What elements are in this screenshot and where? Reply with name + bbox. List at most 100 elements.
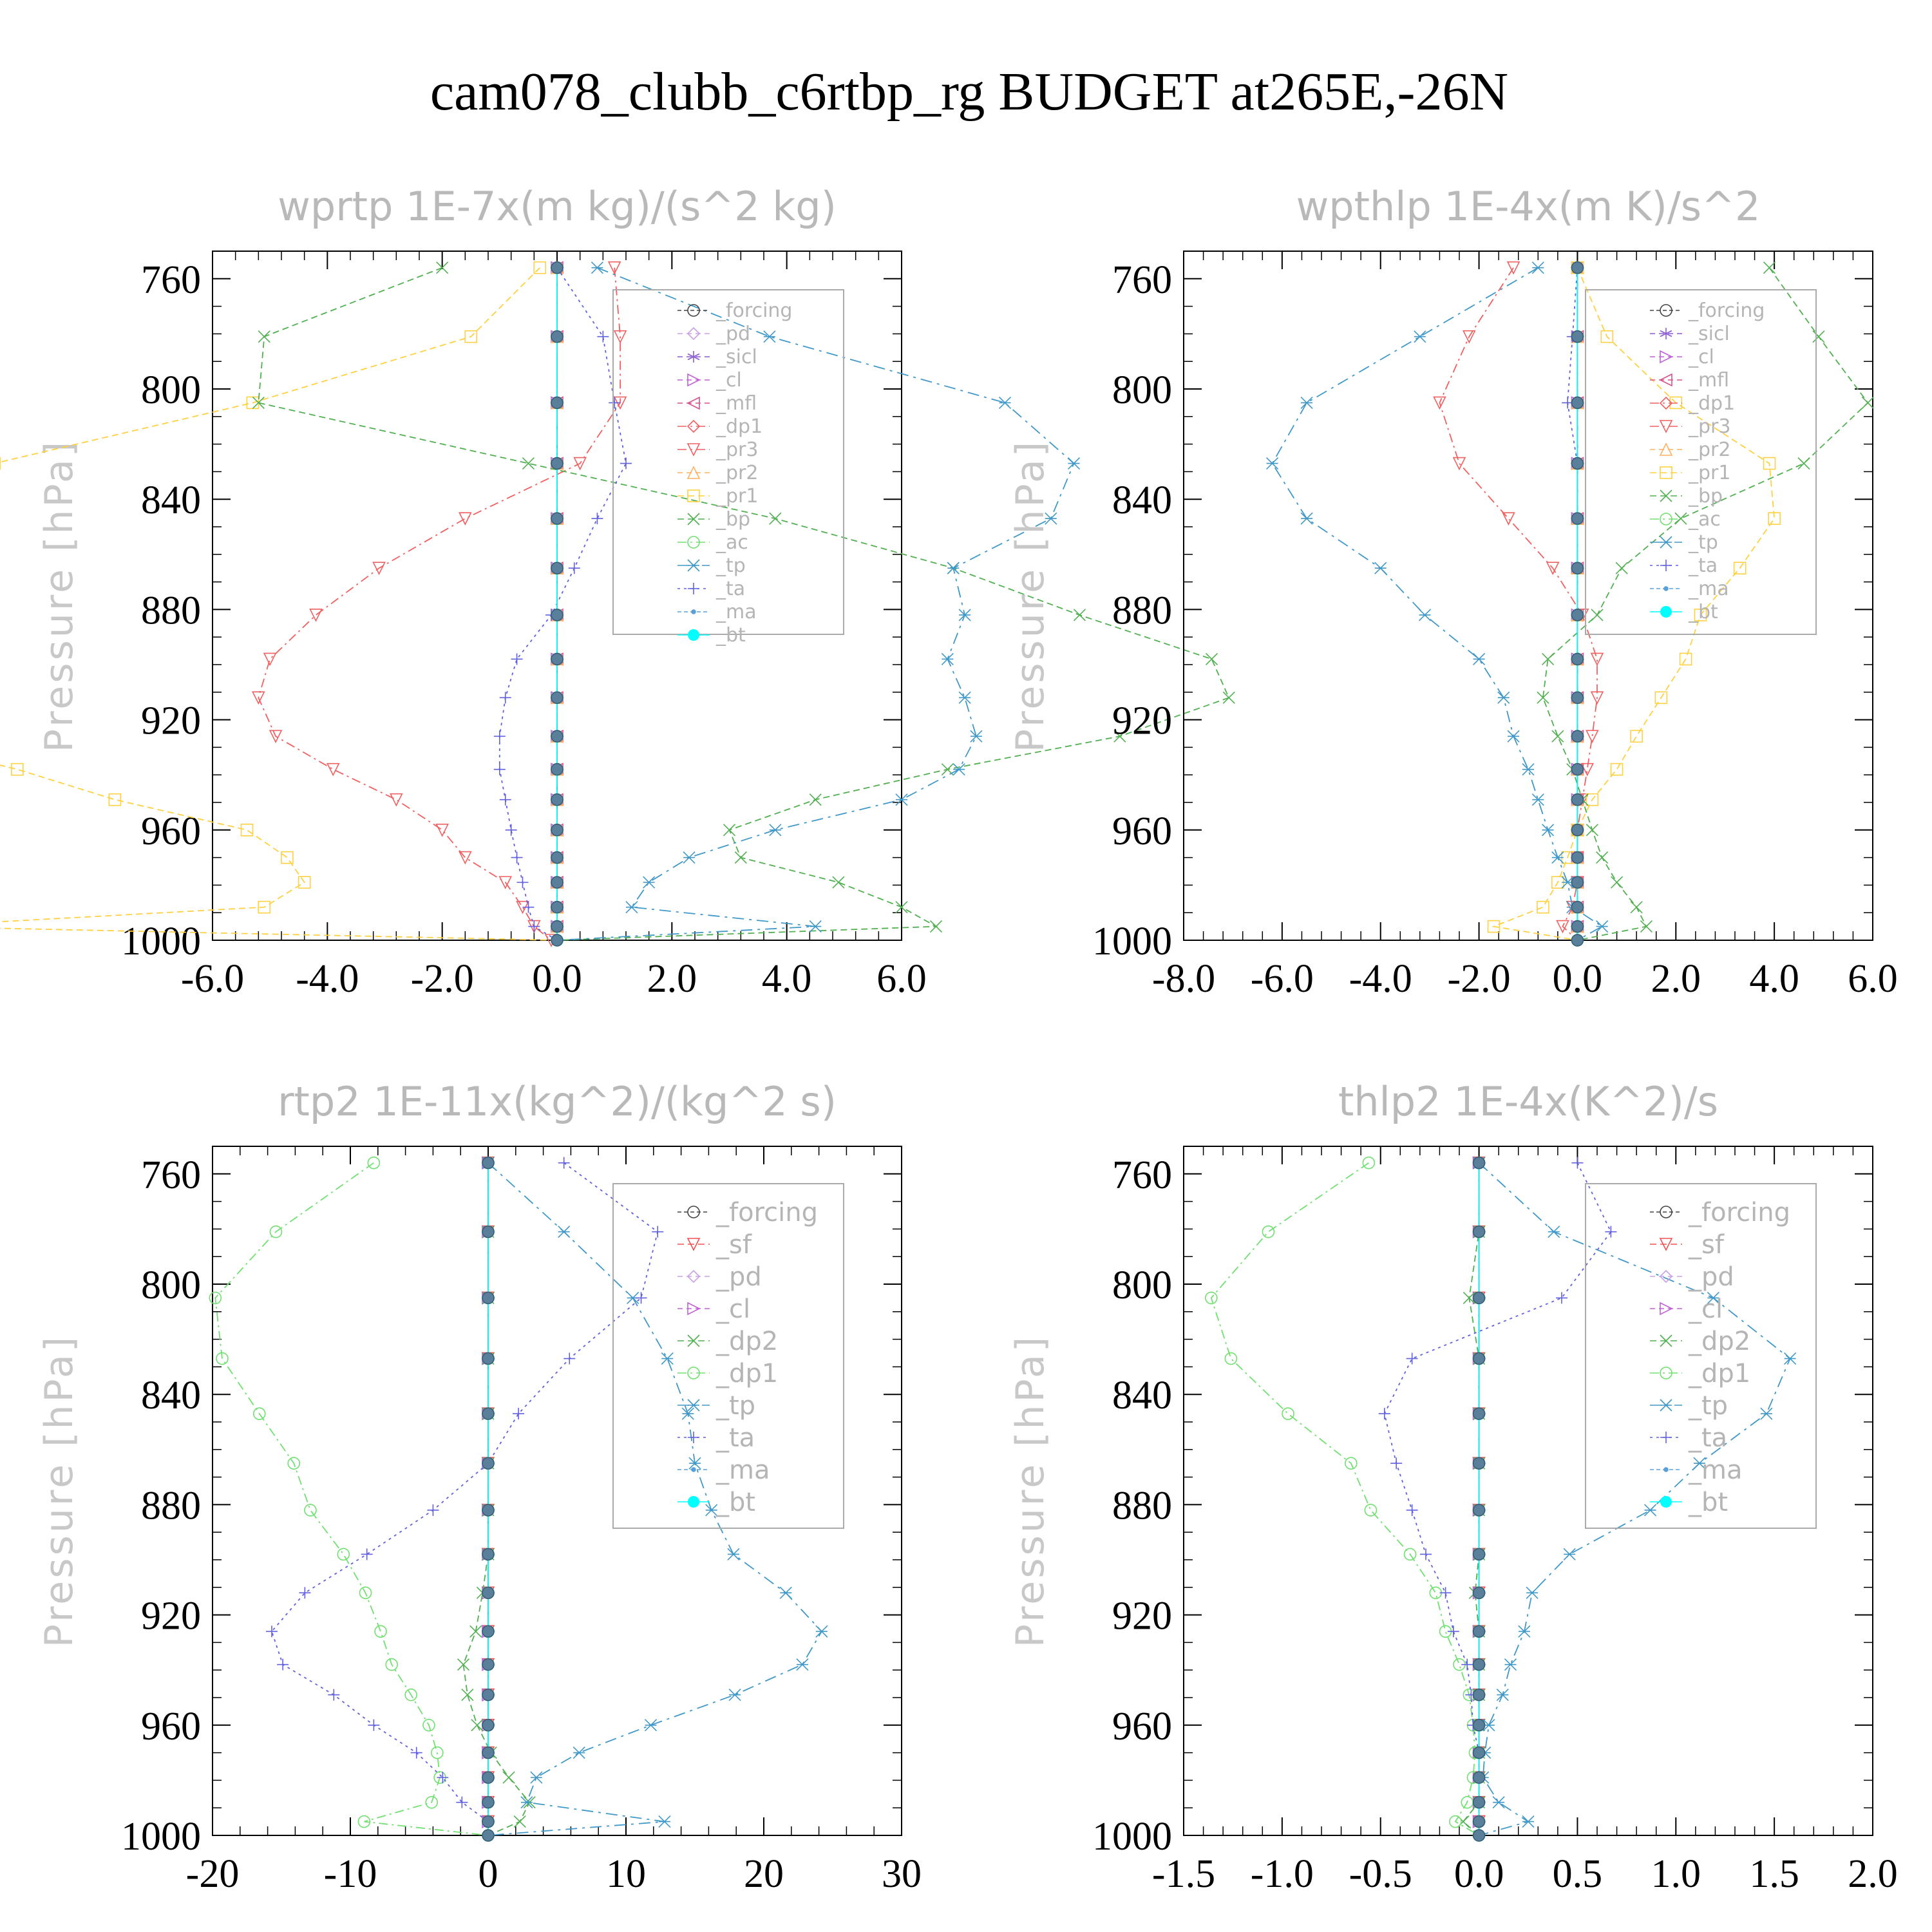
data-point (551, 851, 564, 864)
data-point (368, 1719, 380, 1731)
panel-title: wpthlp 1E-4x(m K)/s^2 (1296, 183, 1761, 230)
data-point (516, 876, 529, 889)
y-tick-label: 1000 (1092, 920, 1172, 963)
data-point (1610, 762, 1624, 776)
legend-marker (687, 1367, 700, 1379)
data-point (1760, 1407, 1773, 1420)
series-ta (1378, 1157, 1617, 1835)
legend-marker (1660, 1496, 1672, 1508)
data-point (11, 762, 24, 776)
data-point (1571, 652, 1584, 666)
data-point (796, 1658, 809, 1671)
y-tick-label: 1000 (121, 1815, 201, 1859)
legend-label: _ac (1688, 508, 1721, 531)
data-point (895, 793, 908, 806)
legend-label: _pd (715, 1262, 762, 1292)
data-point (1472, 1688, 1486, 1701)
legend-label: _mfl (1688, 369, 1729, 392)
data-point (436, 261, 449, 274)
data-point (591, 513, 603, 525)
x-tick-label: 1.0 (1651, 1852, 1701, 1896)
data-point (482, 1352, 495, 1365)
legend-marker (1660, 1302, 1673, 1316)
legend: _forcing _sf_pd_cl _dp2 _dp1 _tp_ta_ma _bt (1585, 1183, 1817, 1529)
data-point (513, 1815, 526, 1828)
data-point (1463, 1291, 1475, 1304)
data-point (1563, 1548, 1576, 1561)
data-point (635, 1292, 647, 1304)
series-dp1_green (209, 1156, 489, 1836)
legend-label: _mfl (715, 392, 757, 415)
data-point (1502, 512, 1515, 526)
data-point (108, 793, 122, 806)
legend-marker (1660, 1334, 1672, 1347)
y-tick-label: 960 (141, 1705, 201, 1748)
legend-marker (1660, 350, 1673, 364)
x-tick-label: 6.0 (1848, 957, 1898, 1001)
series-line-pr1 (0, 267, 558, 941)
legend-marker (687, 1399, 700, 1412)
data-point (1605, 1226, 1617, 1238)
data-point (1522, 1815, 1535, 1828)
data-point (482, 1815, 495, 1828)
data-point (326, 762, 340, 777)
data-point (287, 1457, 301, 1470)
legend-label: _tp (715, 1391, 755, 1421)
legend-label: _pd (1688, 1262, 1734, 1292)
data-point (625, 901, 638, 914)
x-tick-label: 1.5 (1749, 1852, 1799, 1896)
series-line-pr1 (1492, 267, 1776, 941)
x-tick-label: 4.0 (762, 957, 812, 1001)
x-tick-label: 30 (882, 1852, 922, 1896)
x-tick-label: -1.5 (1152, 1852, 1215, 1896)
series-pr1 (1487, 261, 1781, 941)
legend-label: _pr1 (715, 485, 758, 507)
plot-frame (1183, 1146, 1873, 1836)
data-point (482, 1746, 495, 1759)
data-point (1472, 1291, 1486, 1305)
legend-marker (1660, 1399, 1672, 1412)
panel-title: thlp2 1E-4x(K^2)/s (1338, 1078, 1718, 1125)
data-point (1113, 730, 1126, 743)
y-tick-label: 1000 (121, 920, 201, 963)
data-point (372, 562, 386, 575)
data-point (522, 457, 535, 470)
data-point (705, 1504, 718, 1517)
series-tp (1266, 261, 1609, 941)
legend-marker (1660, 1432, 1672, 1443)
data-point (1571, 900, 1584, 914)
data-point (209, 1291, 222, 1305)
data-point (1768, 512, 1781, 525)
data-point (1045, 512, 1057, 525)
data-point (1406, 1352, 1418, 1365)
legend-label: _cl (1688, 1294, 1723, 1324)
data-point (1472, 1795, 1486, 1809)
data-point (551, 824, 564, 837)
data-point (681, 1407, 694, 1420)
legend-marker (687, 396, 700, 410)
legend-label: _ma (1688, 578, 1729, 600)
data-point (1586, 824, 1598, 837)
data-point (551, 934, 564, 947)
legend-label: _sicl (1688, 323, 1730, 345)
data-point (734, 851, 747, 864)
data-point (240, 824, 254, 837)
y-tick-label: 920 (1112, 1595, 1172, 1638)
data-point (723, 824, 736, 837)
data-point (568, 562, 580, 574)
legend-label: _forcing (715, 299, 792, 322)
y-tick-label: 880 (1112, 1484, 1172, 1528)
data-point (1472, 1719, 1486, 1732)
data-point (609, 397, 621, 409)
data-point (652, 1226, 664, 1238)
data-point (1472, 1746, 1486, 1759)
y-tick-label: 920 (141, 699, 201, 743)
series-line-tp (556, 267, 1075, 941)
legend-label: _dp1 (715, 1359, 778, 1388)
data-point (361, 1548, 373, 1560)
legend: _forcing_pd_sicl_cl_mfl_dp1_pr3_pr2_pr1_… (612, 289, 844, 647)
data-point (299, 1587, 311, 1599)
series-line-tp (488, 1162, 823, 1836)
data-point (769, 824, 782, 837)
